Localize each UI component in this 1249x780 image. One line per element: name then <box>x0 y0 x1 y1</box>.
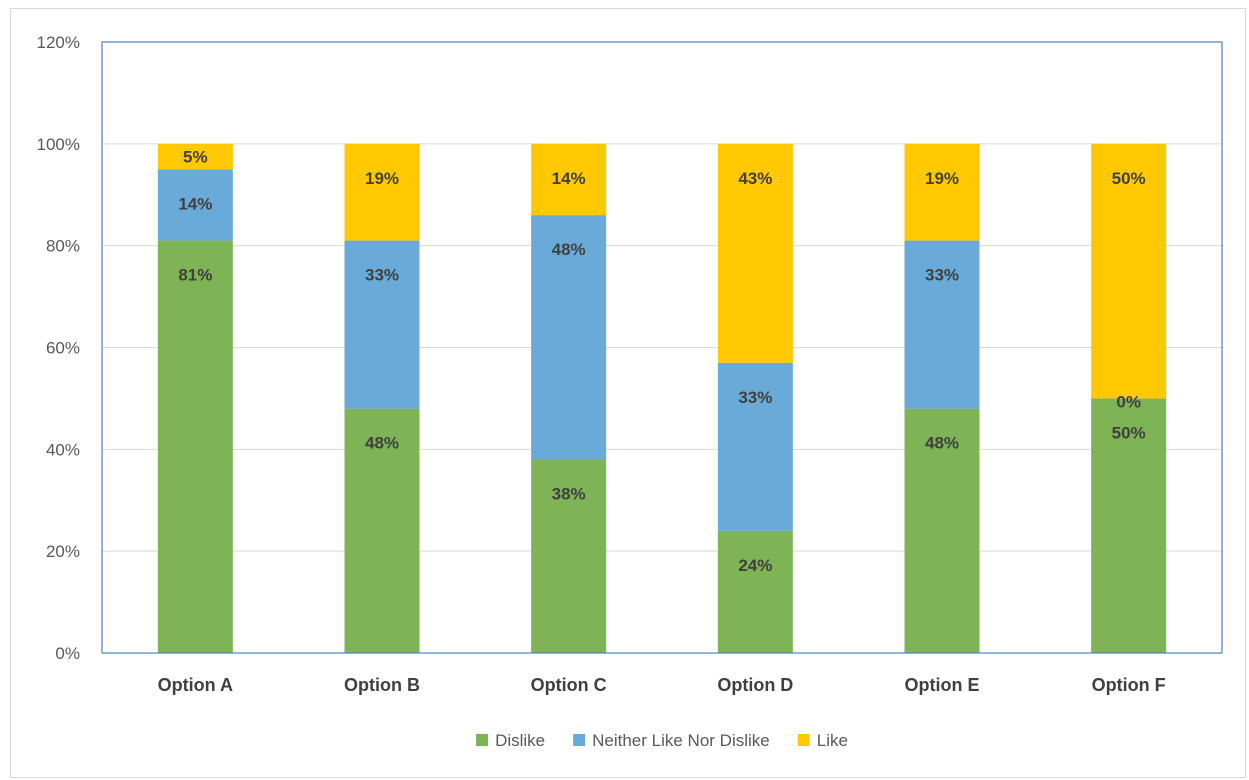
x-category-label: Option E <box>905 675 980 695</box>
bar-segment-like <box>344 143 420 241</box>
data-label: 33% <box>365 266 399 285</box>
legend-label: Dislike <box>495 731 545 750</box>
bar-segment-like <box>157 143 233 170</box>
gridlines <box>102 143 1222 654</box>
bar-segment-neither-like-nor-dislike <box>344 240 420 409</box>
legend: Dislike Neither Like Nor Dislike Like <box>476 731 848 750</box>
bar-segment-dislike <box>344 408 420 653</box>
data-label: 50% <box>1112 169 1146 188</box>
data-label: 48% <box>365 434 399 453</box>
data-label: 33% <box>925 266 959 285</box>
data-label: 0% <box>1116 392 1141 411</box>
bar-segment-dislike <box>157 240 233 653</box>
bar-segment-like <box>1091 143 1167 399</box>
y-tick-label: 40% <box>46 440 80 459</box>
x-category-label: Option B <box>344 675 420 695</box>
bars <box>157 143 1167 653</box>
data-label: 19% <box>365 169 399 188</box>
bar-segment-dislike <box>717 530 793 653</box>
data-labels: 81% 14% 5% 48% 33% 19% 38% 48% 14% 24% 33% 43% 48% 33… <box>178 148 1145 575</box>
data-label: 14% <box>552 169 586 188</box>
x-category-label: Option F <box>1092 675 1166 695</box>
data-label: 5% <box>183 148 208 167</box>
data-label: 24% <box>738 556 772 575</box>
data-label: 48% <box>552 240 586 259</box>
y-tick-label: 0% <box>55 644 80 663</box>
bar-segment-neither-like-nor-dislike <box>904 240 980 409</box>
y-tick-label: 80% <box>46 237 80 256</box>
legend-label: Neither Like Nor Dislike <box>592 731 770 750</box>
y-axis: 0% 20% 40% 60% 80% 100% 120% <box>37 33 80 663</box>
data-label: 50% <box>1112 423 1146 442</box>
legend-label: Like <box>817 731 848 750</box>
y-tick-label: 120% <box>37 33 80 52</box>
x-category-label: Option D <box>717 675 793 695</box>
legend-swatch <box>573 734 586 746</box>
data-label: 33% <box>738 388 772 407</box>
data-label: 38% <box>552 485 586 504</box>
bar-segment-like <box>531 143 607 216</box>
bar-segment-dislike <box>531 459 607 653</box>
y-tick-label: 20% <box>46 542 80 561</box>
data-label: 81% <box>178 266 212 285</box>
bar-segment-neither-like-nor-dislike <box>531 215 607 460</box>
legend-swatch <box>797 734 810 746</box>
bar-segment-dislike <box>904 408 980 653</box>
bar-segment-neither-like-nor-dislike <box>717 362 793 531</box>
plot-border <box>101 41 1223 654</box>
x-category-label: Option A <box>158 675 233 695</box>
data-label: 14% <box>178 194 212 213</box>
bar-segment-like <box>717 143 793 363</box>
bar-segment-dislike <box>1091 398 1167 653</box>
data-label: 19% <box>925 169 959 188</box>
legend-swatch <box>476 734 489 746</box>
y-tick-label: 100% <box>37 135 80 154</box>
data-label: 43% <box>738 169 772 188</box>
y-tick-label: 60% <box>46 339 80 358</box>
bar-segment-neither-like-nor-dislike <box>157 169 233 241</box>
x-axis: Option A Option B Option C Option D Option E… <box>158 675 1166 695</box>
bar-segment-like <box>904 143 980 241</box>
data-label: 48% <box>925 434 959 453</box>
x-category-label: Option C <box>531 675 607 695</box>
